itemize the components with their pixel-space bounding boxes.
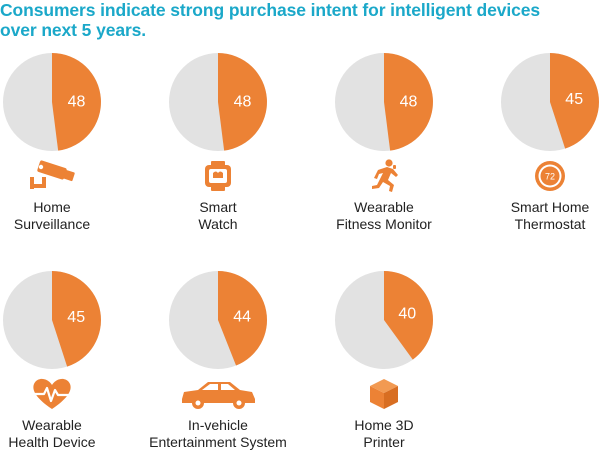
pie-value-label: 48 xyxy=(400,94,418,111)
device-label-home-surveillance: Home Surveillance xyxy=(0,199,122,233)
pie-wearable-health-device: 45 xyxy=(3,271,101,369)
device-item-wearable-health-device: 45 Wearable Health Device xyxy=(0,268,122,451)
label-line: Printer xyxy=(363,434,405,450)
pie-smart-home-thermostat: 45 xyxy=(501,53,599,151)
device-label-wearable-fitness-monitor: Wearable Fitness Monitor xyxy=(314,199,454,233)
label-line: Smart Home xyxy=(510,199,590,215)
chart-title-line-1: Consumers indicate strong purchase inten… xyxy=(0,0,540,20)
chart-title: Consumers indicate strong purchase inten… xyxy=(0,0,600,40)
smartwatch-icon xyxy=(205,161,231,191)
device-item-home-surveillance: 48 Home Surveillance xyxy=(0,50,122,233)
cube-3d-printer-icon xyxy=(370,379,398,409)
pie-value-slice xyxy=(384,53,433,151)
label-line: Thermostat xyxy=(514,216,586,232)
thermostat-reading: 72 xyxy=(545,172,555,182)
label-line: Fitness Monitor xyxy=(336,216,432,232)
label-line: Smart xyxy=(199,199,237,215)
device-label-smart-home-thermostat: Smart Home Thermostat xyxy=(480,199,600,233)
device-label-smart-watch: Smart Watch xyxy=(148,199,288,233)
device-label-home-3d-printer: Home 3D Printer xyxy=(314,417,454,451)
pie-wearable-fitness-monitor: 48 xyxy=(335,53,433,151)
label-line: Watch xyxy=(198,216,238,232)
pie-value-label: 48 xyxy=(234,94,252,111)
pie-value-label: 48 xyxy=(68,94,86,111)
label-line: Surveillance xyxy=(13,216,91,232)
car-icon xyxy=(182,382,255,409)
label-line: In-vehicle xyxy=(188,417,248,433)
pie-value-label: 45 xyxy=(67,309,85,326)
label-line: Home 3D xyxy=(354,417,414,433)
pie-value-slice xyxy=(384,271,433,360)
pie-value-slice xyxy=(52,53,101,151)
label-line: Wearable xyxy=(354,199,414,215)
device-item-home-3d-printer: 40 Home 3D Printer xyxy=(314,268,454,451)
pie-value-slice xyxy=(218,53,267,151)
pie-value-label: 45 xyxy=(565,91,583,108)
pie-smart-watch: 48 xyxy=(169,53,267,151)
pie-value-label: 40 xyxy=(398,305,416,322)
device-item-smart-watch: 48 Smart Watch xyxy=(148,50,288,233)
label-line: Wearable xyxy=(22,417,82,433)
label-line: Health Device xyxy=(8,434,96,450)
running-person-icon xyxy=(372,159,398,192)
device-item-smart-home-thermostat: 45 72 Smart Home Thermostat xyxy=(480,50,600,233)
device-item-in-vehicle-entertainment: 44 In-vehicle Entertainment System xyxy=(148,268,288,451)
security-camera-icon xyxy=(30,160,75,189)
pie-value-slice xyxy=(550,53,599,149)
device-item-wearable-fitness-monitor: 48 Wearable Fitness Monitor xyxy=(314,50,454,233)
label-line: Home xyxy=(33,199,71,215)
pie-in-vehicle-entertainment: 44 xyxy=(169,271,268,369)
pie-home-surveillance: 48 xyxy=(3,53,101,151)
pie-home-3d-printer: 40 xyxy=(335,271,433,369)
label-line: Entertainment System xyxy=(149,434,287,450)
device-label-wearable-health-device: Wearable Health Device xyxy=(0,417,122,451)
device-label-in-vehicle-entertainment: In-vehicle Entertainment System xyxy=(148,417,288,451)
heart-pulse-icon xyxy=(33,378,71,409)
pie-value-slice xyxy=(52,271,101,367)
chart-title-line-2: over next 5 years. xyxy=(0,20,147,40)
pie-value-slice xyxy=(218,271,268,366)
thermostat-icon: 72 xyxy=(535,161,565,191)
pie-value-label: 44 xyxy=(233,308,251,325)
